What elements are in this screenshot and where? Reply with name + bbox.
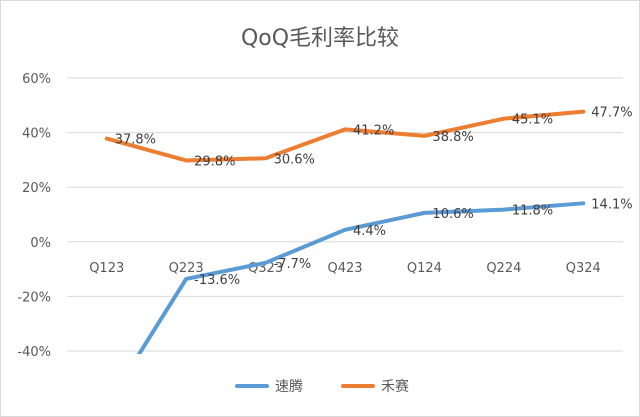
data-label: 47.7% [591, 106, 632, 121]
data-label: 41.2% [353, 123, 394, 138]
legend-label: 速腾 [275, 378, 303, 395]
data-label: 38.8% [432, 130, 473, 145]
data-label: 11.8% [512, 204, 553, 219]
y-tick-label: 20% [22, 181, 51, 196]
x-tick-label: Q223 [169, 261, 204, 276]
y-tick-label: -40% [17, 345, 51, 360]
data-label: 29.8% [194, 154, 235, 169]
data-label: -7.7% [274, 257, 312, 272]
data-label: 10.6% [432, 207, 473, 222]
y-tick-label: 40% [22, 127, 51, 142]
legend-label: 禾赛 [381, 379, 409, 395]
x-tick-label: Q224 [486, 261, 521, 276]
data-label: 14.1% [591, 197, 632, 212]
series-line-1 [136, 201, 586, 354]
data-label: -13.6% [194, 273, 240, 288]
x-tick-label: Q123 [89, 261, 124, 276]
data-label: 37.8% [115, 133, 156, 148]
y-tick-label: 60% [22, 72, 51, 87]
data-label: 30.6% [274, 152, 315, 167]
x-tick-label: Q324 [566, 261, 601, 276]
data-label: 4.4% [353, 224, 386, 239]
y-tick-label: -20% [17, 290, 51, 305]
y-tick-label: 0% [30, 236, 51, 251]
legend: 速腾 禾赛 [235, 378, 409, 395]
data-label: 45.1% [512, 113, 553, 128]
chart-title: QoQ毛利率比较 [241, 26, 399, 51]
x-tick-label: Q124 [407, 261, 442, 276]
x-tick-label: Q423 [327, 261, 362, 276]
